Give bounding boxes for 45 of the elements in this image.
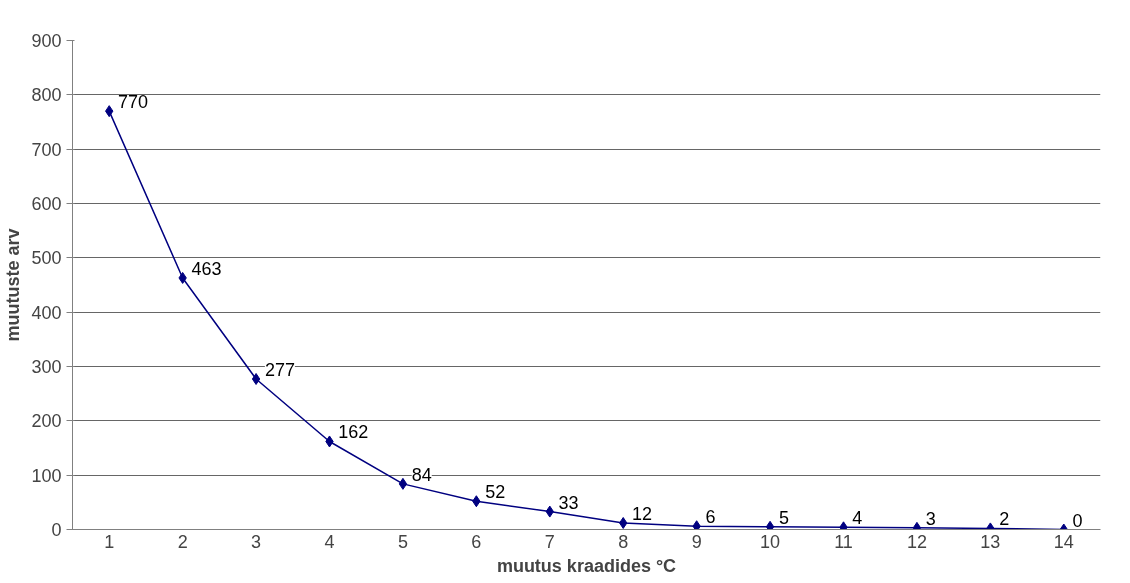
x-tick-label: 13 <box>980 531 1001 552</box>
y-tick-label: 0 <box>51 520 62 540</box>
data-label: 33 <box>558 492 579 513</box>
x-tick-label: 1 <box>104 531 115 552</box>
x-tick-label: 5 <box>397 531 408 552</box>
data-label: 162 <box>338 422 369 443</box>
data-label: 770 <box>118 92 149 113</box>
x-tick-label: 12 <box>906 531 927 552</box>
y-tick-label: 900 <box>31 31 62 51</box>
point <box>251 373 261 385</box>
point <box>765 520 775 530</box>
data-label: 3 <box>925 508 936 529</box>
x-tick-label: 14 <box>1053 531 1074 552</box>
x-tick-label: 8 <box>618 531 629 552</box>
data-label: 2 <box>999 509 1010 530</box>
y-tick-label: 300 <box>31 357 62 377</box>
x-tick-label: 4 <box>324 531 335 552</box>
point <box>398 477 408 490</box>
data-label: 6 <box>705 507 716 528</box>
y-tick-label: 200 <box>31 411 62 432</box>
data-label: 12 <box>632 503 653 524</box>
y-tick-label: 100 <box>31 465 62 486</box>
x-tick-label: 10 <box>760 531 781 552</box>
y-tick-label: 800 <box>31 85 62 106</box>
x-tick-label: 9 <box>691 531 702 552</box>
y-tick-label: 600 <box>31 194 62 214</box>
x-tick-label: 7 <box>544 531 555 552</box>
point <box>692 520 701 530</box>
x-tick-label: 2 <box>177 531 188 552</box>
y-axis-title: muutuste arv <box>3 228 24 342</box>
data-label: 52 <box>485 482 506 503</box>
data-label: 4 <box>852 508 863 529</box>
data-label: 84 <box>411 464 432 485</box>
data-label: 5 <box>778 507 789 528</box>
data-label: 0 <box>1072 510 1083 531</box>
data-label: 277 <box>264 360 295 380</box>
x-tick-label: 6 <box>471 531 482 552</box>
y-tick-label: 400 <box>31 302 62 323</box>
x-tick-label: 3 <box>251 531 262 552</box>
point <box>839 521 848 530</box>
x-axis-title: muutus kraadides °C <box>496 555 677 576</box>
y-tick-label: 500 <box>31 248 62 269</box>
y-tick-label: 700 <box>31 139 62 160</box>
x-tick-label: 11 <box>834 531 853 552</box>
data-label: 463 <box>191 258 222 279</box>
